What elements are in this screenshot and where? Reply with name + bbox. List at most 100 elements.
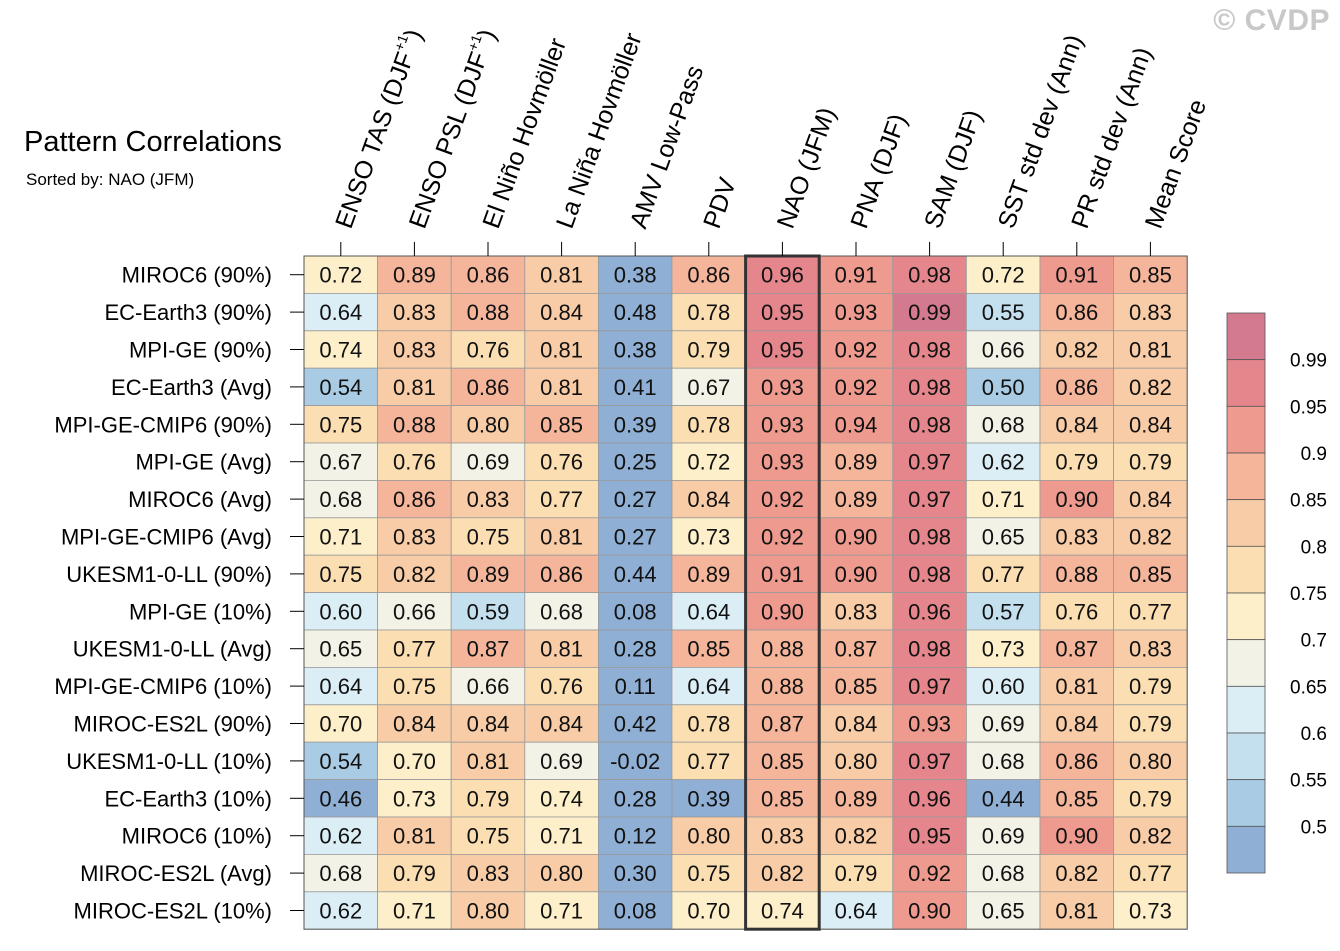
cell-value-label: 0.92	[835, 338, 878, 363]
heatmap-cell	[598, 442, 673, 481]
heatmap-cell	[303, 816, 378, 855]
cell-value-label: 0.83	[467, 861, 510, 886]
cell-value-label: 0.78	[687, 300, 730, 325]
heatmap-cell	[377, 255, 452, 294]
heatmap-cell	[598, 592, 673, 631]
cell-value-label: 0.76	[467, 338, 510, 363]
row-label: EC-Earth3 (10%)	[104, 786, 272, 811]
heatmap-cell	[303, 854, 378, 893]
heatmap-cell	[745, 292, 820, 332]
cell-value-label: 0.95	[761, 300, 804, 325]
heatmap-cell	[303, 292, 378, 332]
cell-value-label: 0.96	[908, 599, 951, 624]
cell-value-label: 0.69	[982, 712, 1025, 737]
cell-value-label: 0.79	[1129, 712, 1172, 737]
heatmap-cell	[966, 779, 1041, 818]
cell-value-label: 0.85	[835, 674, 878, 699]
heatmap-cell	[966, 554, 1041, 594]
cell-value-label: 0.90	[1055, 824, 1098, 849]
heatmap-cell	[377, 704, 452, 743]
cell-value-label: 0.96	[761, 263, 804, 288]
cell-value-label: 0.30	[614, 861, 657, 886]
cell-value-label: 0.76	[540, 674, 583, 699]
cell-value-label: 0.77	[1129, 599, 1172, 624]
heatmap-cell	[598, 479, 673, 519]
row-label: MIROC6 (90%)	[122, 263, 272, 288]
cell-value-label: 0.83	[761, 824, 804, 849]
heatmap-cell	[598, 367, 673, 407]
heatmap-cell	[377, 667, 452, 706]
cell-value-label: 0.50	[982, 375, 1025, 400]
cell-value-label: 0.69	[982, 824, 1025, 849]
cell-value-label: 0.82	[835, 824, 878, 849]
cell-value-label: 0.96	[908, 786, 951, 811]
column-label: PR std dev (Ann)	[1066, 44, 1157, 232]
cell-value-label: 0.98	[908, 412, 951, 437]
heatmap-cell	[671, 592, 746, 631]
heatmap-cell	[745, 667, 820, 706]
colorbar-segment	[1226, 732, 1266, 781]
heatmap-cell	[818, 442, 894, 481]
colorbar-tick-label: 0.99	[1290, 351, 1327, 372]
heatmap-cell	[892, 779, 967, 818]
cell-value-label: 0.83	[1129, 300, 1172, 325]
heatmap-cell	[966, 405, 1041, 444]
cell-value-label: 0.54	[319, 749, 362, 774]
heatmap-cell	[598, 554, 673, 594]
cell-value-label: 0.86	[393, 487, 436, 512]
cell-value-label: 0.65	[982, 525, 1025, 550]
heatmap-cell	[671, 554, 746, 594]
cell-value-label: 0.25	[614, 450, 657, 475]
cell-value-label: 0.98	[908, 637, 951, 662]
heatmap-cell	[1039, 816, 1114, 855]
heatmap-cell	[377, 367, 452, 407]
heatmap-cell	[892, 442, 967, 481]
colorbar-tick-label: 0.6	[1301, 724, 1327, 745]
cell-value-label: 0.64	[687, 599, 730, 624]
heatmap-cell	[1039, 255, 1114, 294]
cell-value-label: 0.68	[982, 749, 1025, 774]
cell-value-label: 0.88	[761, 674, 804, 699]
cell-value-label: 0.60	[982, 674, 1025, 699]
heatmap-cell	[303, 704, 378, 743]
heatmap-cell	[818, 517, 894, 556]
heatmap-cell	[524, 330, 599, 369]
cell-value-label: 0.90	[835, 525, 878, 550]
cell-value-label: 0.86	[1055, 300, 1098, 325]
heatmap-cell	[598, 779, 673, 818]
cell-value-label: 0.87	[835, 637, 878, 662]
heatmap-cell	[303, 741, 378, 781]
cell-value-label: 0.92	[761, 525, 804, 550]
cell-value-label: 0.76	[1055, 599, 1098, 624]
cell-value-label: 0.93	[761, 412, 804, 437]
heatmap-cell	[524, 479, 599, 519]
cell-value-label: 0.28	[614, 637, 657, 662]
heatmap-cell	[966, 442, 1041, 481]
heatmap-cell	[671, 704, 746, 743]
cell-value-label: 0.81	[1129, 338, 1172, 363]
heatmap-cell	[892, 292, 967, 332]
colorbar-segment	[1226, 545, 1266, 594]
colorbar-tick-label: 0.65	[1290, 677, 1327, 698]
cell-value-label: 0.98	[908, 338, 951, 363]
cell-value-label: 0.84	[1129, 412, 1172, 437]
heatmap-cell	[524, 405, 599, 444]
cell-value-label: 0.79	[393, 861, 436, 886]
cell-value-label: 0.69	[540, 749, 583, 774]
cell-value-label: 0.42	[614, 712, 657, 737]
cell-value-label: 0.73	[1129, 899, 1172, 924]
heatmap-cell	[1113, 667, 1188, 706]
heatmap-cell	[1039, 292, 1114, 332]
heatmap-cell	[1113, 405, 1188, 444]
cell-value-label: 0.79	[1129, 450, 1172, 475]
heatmap-cell	[966, 629, 1041, 668]
heatmap-cell	[671, 629, 746, 668]
cell-value-label: 0.97	[908, 450, 951, 475]
cell-value-label: 0.80	[835, 749, 878, 774]
heatmap-cell	[1039, 479, 1114, 519]
cell-value-label: 0.79	[1129, 674, 1172, 699]
cell-value-label: 0.72	[982, 263, 1025, 288]
cell-value-label: 0.82	[761, 861, 804, 886]
heatmap-cell	[450, 854, 526, 893]
cell-value-label: 0.82	[1129, 375, 1172, 400]
